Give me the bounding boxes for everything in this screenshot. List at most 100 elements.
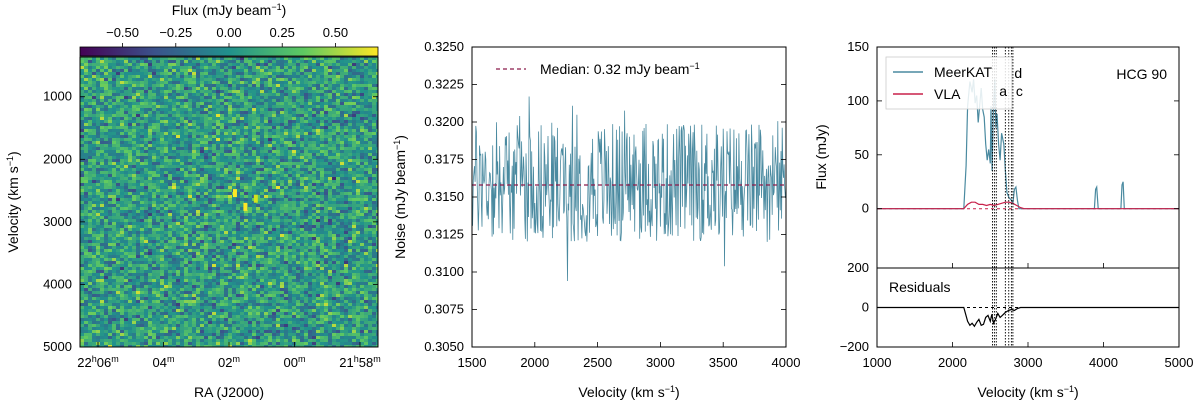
heatmap-cell xyxy=(172,192,177,196)
heatmap-cell xyxy=(212,105,217,109)
heatmap-cell xyxy=(284,81,289,85)
heatmap-cell xyxy=(312,123,317,127)
heatmap-cell xyxy=(80,57,85,61)
heatmap-cell xyxy=(328,102,333,106)
heatmap-cell xyxy=(232,213,237,217)
heatmap-cell xyxy=(320,228,325,232)
heatmap-cell xyxy=(332,75,337,79)
heatmap-cell xyxy=(176,216,181,220)
heatmap-cell xyxy=(116,87,121,91)
heatmap-cell xyxy=(192,72,197,76)
heatmap-cell xyxy=(328,132,333,136)
heatmap-cell xyxy=(100,102,105,106)
heatmap-cell xyxy=(352,159,357,163)
heatmap-cell xyxy=(340,147,345,151)
heatmap-cell xyxy=(220,135,225,139)
heatmap-cell xyxy=(256,228,261,232)
heatmap-cell xyxy=(320,129,325,133)
heatmap-cell xyxy=(224,126,229,130)
heatmap-cell xyxy=(100,90,105,94)
heatmap-cell xyxy=(196,117,201,121)
heatmap-cell xyxy=(200,153,205,157)
heatmap-cell xyxy=(148,78,153,82)
heatmap-cell xyxy=(168,99,173,103)
heatmap-cell xyxy=(332,159,337,163)
heatmap-cell xyxy=(372,198,377,202)
heatmap-cell xyxy=(92,234,97,238)
heatmap-cell xyxy=(308,180,313,184)
heatmap-cell xyxy=(196,228,201,232)
heatmap-cell xyxy=(360,192,365,196)
heatmap-cell xyxy=(136,57,141,61)
heatmap-cell xyxy=(280,99,285,103)
heatmap-cell xyxy=(320,231,325,235)
heatmap-cell xyxy=(224,225,229,229)
heatmap-cell xyxy=(84,219,89,223)
heatmap-cell xyxy=(300,216,305,220)
heatmap-cell xyxy=(268,159,273,163)
heatmap-cell xyxy=(340,87,345,91)
heatmap-cell xyxy=(236,69,241,73)
heatmap-cell xyxy=(252,120,257,124)
heatmap-cell xyxy=(292,78,297,82)
heatmap-cell xyxy=(332,183,337,187)
heatmap-cell xyxy=(204,216,209,220)
heatmap-cell xyxy=(192,120,197,124)
heatmap-cell xyxy=(96,126,101,130)
heatmap-cell xyxy=(88,234,93,238)
heatmap-cell xyxy=(220,144,225,148)
heatmap-cell xyxy=(120,117,125,121)
heatmap-cell xyxy=(124,93,129,97)
heatmap-cell xyxy=(272,240,277,244)
heatmap-cell xyxy=(80,234,85,238)
heatmap-cell xyxy=(260,174,265,178)
heatmap-cell xyxy=(372,111,377,115)
heatmap-cell xyxy=(136,159,141,163)
heatmap-cell xyxy=(96,78,101,82)
heatmap-cell xyxy=(104,195,109,199)
heatmap-cell xyxy=(376,78,378,82)
heatmap-cell xyxy=(196,249,201,253)
heatmap-cell xyxy=(200,72,205,76)
heatmap-cell xyxy=(240,132,245,136)
heatmap-cell xyxy=(176,156,181,160)
heatmap-cell xyxy=(308,96,313,100)
heatmap-cell xyxy=(324,219,329,223)
heatmap-cell xyxy=(200,69,205,73)
heatmap-cell xyxy=(308,252,313,256)
heatmap-cell xyxy=(268,150,273,154)
heatmap-cell xyxy=(324,162,329,166)
heatmap-cell xyxy=(116,159,121,163)
heatmap-cell xyxy=(264,231,269,235)
heatmap-cell xyxy=(256,192,261,196)
heatmap-cell xyxy=(204,183,209,187)
heatmap-cell xyxy=(360,213,365,217)
heatmap-cell xyxy=(356,141,361,145)
heatmap-cell xyxy=(132,246,137,250)
heatmap-cell xyxy=(92,117,97,121)
heatmap-cell xyxy=(96,177,101,181)
heatmap-cell xyxy=(200,240,205,244)
heatmap-cell xyxy=(96,111,101,115)
heatmap-cell xyxy=(176,72,181,76)
heatmap-cell xyxy=(268,156,273,160)
heatmap-cell xyxy=(152,174,157,178)
heatmap-cell xyxy=(100,201,105,205)
heatmap-cell xyxy=(192,246,197,250)
heatmap-cell xyxy=(192,252,197,256)
heatmap-cell xyxy=(340,117,345,121)
heatmap-cell xyxy=(264,87,269,91)
heatmap-cell xyxy=(164,123,169,127)
heatmap-cell xyxy=(124,198,129,202)
heatmap-cell xyxy=(244,213,249,217)
heatmap-cell xyxy=(184,96,189,100)
heatmap-cell xyxy=(324,222,329,226)
heatmap-cell xyxy=(332,192,337,196)
heatmap-cell xyxy=(188,174,193,178)
heatmap-cell xyxy=(252,69,257,73)
heatmap-cell xyxy=(316,189,321,193)
heatmap-cell xyxy=(328,72,333,76)
heatmap-cell xyxy=(84,177,89,181)
heatmap-cell xyxy=(368,240,373,244)
heatmap-cell xyxy=(284,111,289,115)
